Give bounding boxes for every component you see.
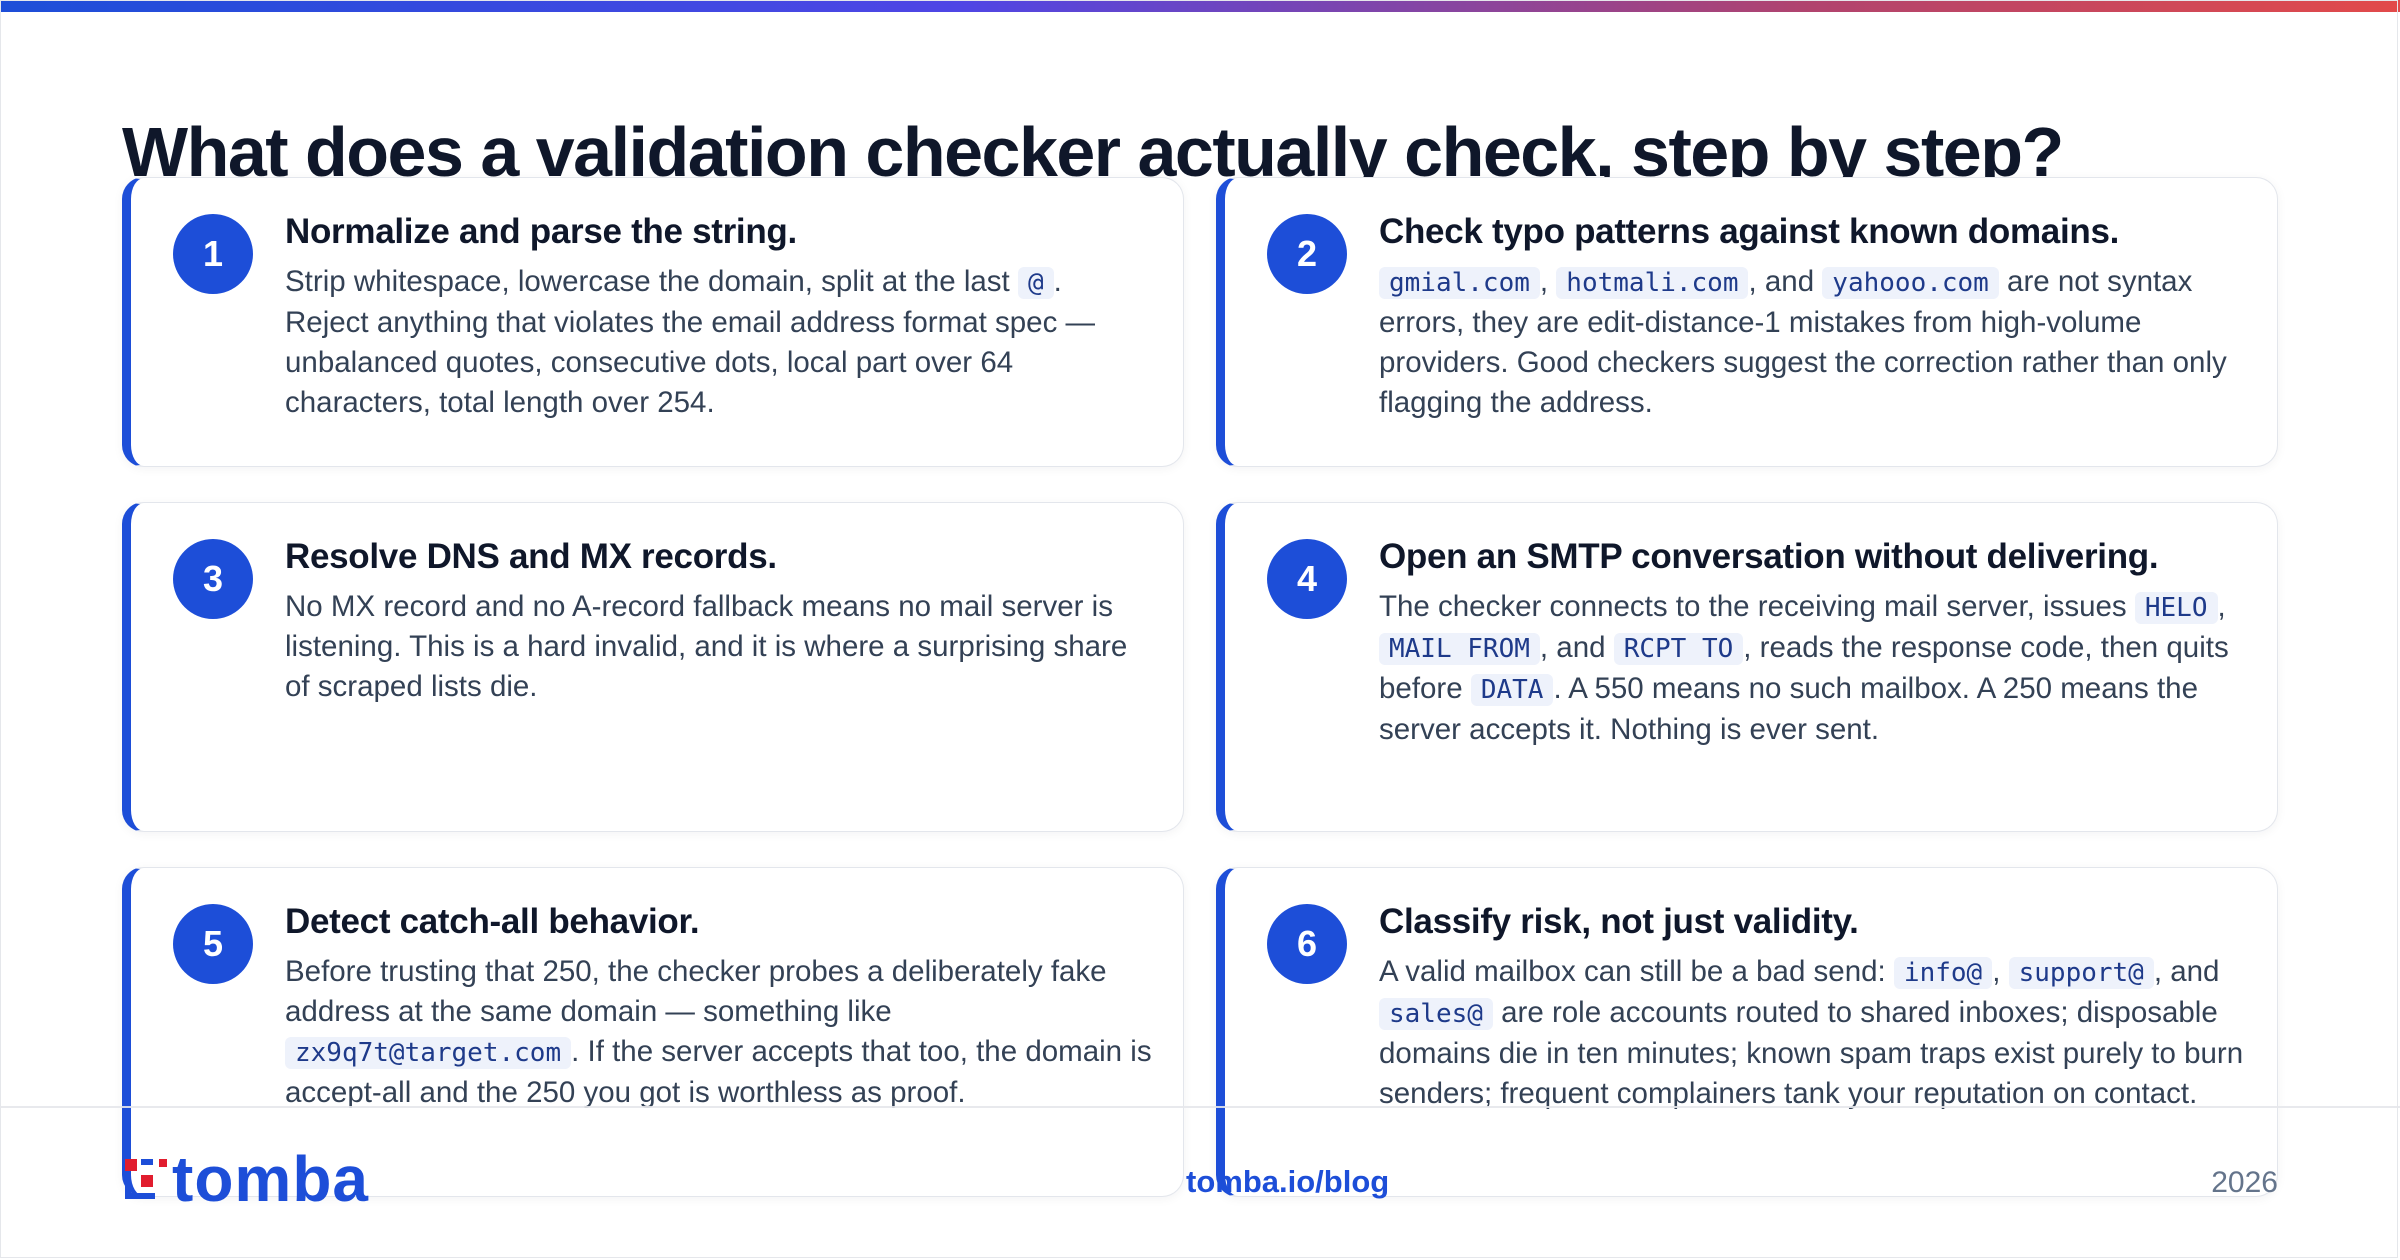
step-body: The checker connects to the receiving ma… xyxy=(1379,587,2247,750)
step-card-1: 1 Normalize and parse the string. Strip … xyxy=(122,177,1184,467)
body-text: . If the server accepts that too, the do… xyxy=(285,1035,1152,1109)
step-card-5: 5 Detect catch-all behavior. Before trus… xyxy=(122,867,1184,1197)
step-title: Classify risk, not just validity. xyxy=(1379,902,1859,941)
step-body: Before trusting that 250, the checker pr… xyxy=(285,952,1153,1113)
body-text: The checker connects to the receiving ma… xyxy=(1379,590,2135,623)
inline-code: DATA xyxy=(1470,674,1554,706)
inline-code: sales@ xyxy=(1379,998,1493,1030)
inline-code: info@ xyxy=(1893,957,1993,989)
footer-year: 2026 xyxy=(2211,1166,2278,1199)
body-text: Before trusting that 250, the checker pr… xyxy=(285,955,1107,1028)
step-card-4: 4 Open an SMTP conversation without deli… xyxy=(1216,502,2278,832)
step-title: Normalize and parse the string. xyxy=(285,212,797,251)
body-text: are role accounts routed to shared inbox… xyxy=(1379,996,2244,1110)
body-text: , and xyxy=(2153,955,2220,988)
step-number-badge: 2 xyxy=(1267,214,1347,294)
body-text: . Reject anything that violates the emai… xyxy=(285,265,1096,419)
step-card-6: 6 Classify risk, not just validity. A va… xyxy=(1216,867,2278,1197)
logo-wordmark: tomba xyxy=(172,1143,369,1215)
step-title: Detect catch-all behavior. xyxy=(285,902,700,941)
body-text: Strip whitespace, lowercase the domain, … xyxy=(285,265,1018,298)
inline-code: @ xyxy=(1017,267,1054,299)
body-text: are not syntax errors, they are edit-dis… xyxy=(1379,265,2227,419)
step-body: A valid mailbox can still be a bad send:… xyxy=(1379,952,2247,1114)
step-body: Strip whitespace, lowercase the domain, … xyxy=(285,262,1153,423)
footer-divider xyxy=(0,1106,2400,1108)
step-number-badge: 1 xyxy=(173,214,253,294)
step-body: gmial.com, hotmali.com, and yahooo.com a… xyxy=(1379,262,2247,423)
body-text: , reads the response code, then quits be… xyxy=(1379,631,2229,705)
step-card-3: 3 Resolve DNS and MX records. No MX reco… xyxy=(122,502,1184,832)
inline-code: hotmali.com xyxy=(1556,267,1749,299)
body-text: . A 550 means no such mailbox. A 250 mea… xyxy=(1379,672,2198,746)
body-text: , xyxy=(1992,955,2009,988)
inline-code: RCPT TO xyxy=(1613,633,1744,665)
step-number-badge: 4 xyxy=(1267,539,1347,619)
body-text: , xyxy=(2217,590,2226,623)
blog-link[interactable]: tomba.io/blog xyxy=(1186,1164,1390,1199)
inline-code: zx9q7t@target.com xyxy=(285,1037,572,1069)
step-body: No MX record and no A-record fallback me… xyxy=(285,587,1153,707)
page-title: What does a validation checker actually … xyxy=(122,113,2064,182)
inline-code: HELO xyxy=(2134,592,2218,624)
tomba-logo[interactable]: tomba xyxy=(122,1144,382,1214)
step-number-badge: 3 xyxy=(173,539,253,619)
step-title: Check typo patterns against known domain… xyxy=(1379,212,2120,251)
step-title: Resolve DNS and MX records. xyxy=(285,537,777,576)
body-text: No MX record and no A-record fallback me… xyxy=(285,590,1128,703)
body-text: , xyxy=(1539,265,1557,298)
step-title: Open an SMTP conversation without delive… xyxy=(1379,537,2159,576)
inline-code: yahooo.com xyxy=(1822,267,1999,299)
top-gradient-bar xyxy=(0,0,2400,12)
inline-code: gmial.com xyxy=(1379,267,1540,299)
step-card-2: 2 Check typo patterns against known doma… xyxy=(1216,177,2278,467)
step-number-badge: 5 xyxy=(173,904,253,984)
inline-code: support@ xyxy=(2008,957,2154,989)
step-number-badge: 6 xyxy=(1267,904,1347,984)
body-text: , and xyxy=(1539,631,1614,664)
inline-code: MAIL FROM xyxy=(1379,633,1540,665)
body-text: A valid mailbox can still be a bad send: xyxy=(1379,955,1894,988)
logo-mark-icon xyxy=(125,1159,167,1199)
body-text: , and xyxy=(1748,265,1823,298)
